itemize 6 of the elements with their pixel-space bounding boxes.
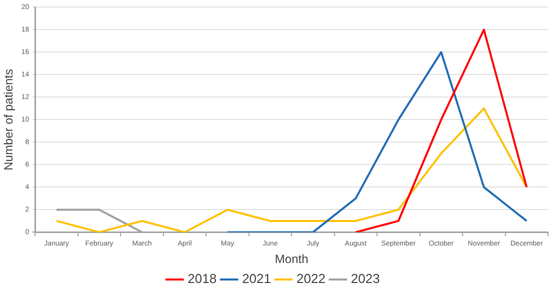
legend-label: 2022 (296, 271, 326, 286)
x-axis-title: Month (274, 252, 308, 266)
legend-label: 2018 (188, 271, 217, 286)
legend-label: 2023 (350, 271, 380, 286)
y-axis-title: Number of patients (2, 69, 16, 170)
legend-label: 2021 (242, 271, 271, 286)
